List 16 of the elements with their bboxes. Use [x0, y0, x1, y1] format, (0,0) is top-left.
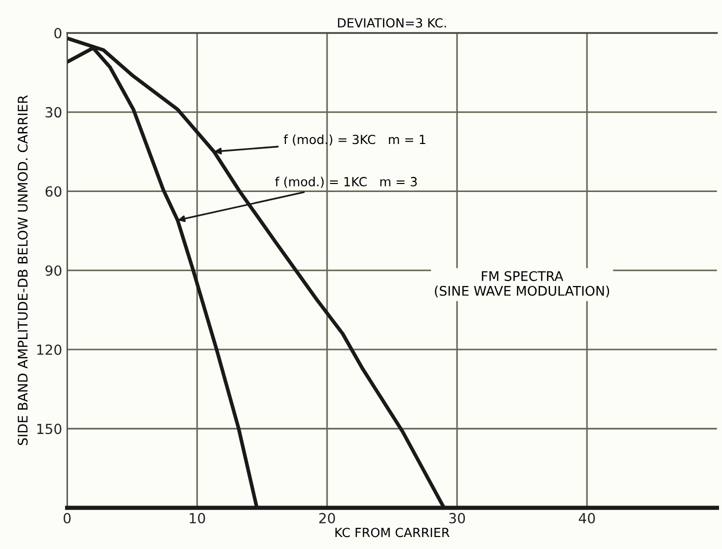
annotation: FM SPECTRA (SINE WAVE MODULATION) — [434, 271, 610, 298]
y-tick-label: 90 — [45, 265, 62, 276]
x-axis-title: KC FROM CARRIER — [335, 528, 450, 538]
annotation: f (mod.) = 1KC m = 3 — [275, 176, 417, 188]
y-tick-label: 0 — [54, 28, 62, 38]
y-tick-label: 150 — [37, 424, 62, 434]
x-tick-label: 30 — [449, 512, 465, 524]
y-tick-label: 60 — [46, 186, 62, 197]
chart-title: DEVIATION=3 KC. — [338, 18, 446, 28]
x-tick-label: 40 — [578, 512, 595, 524]
x-tick-label: 10 — [190, 512, 206, 524]
y-tick-label: 120 — [37, 344, 62, 356]
x-tick-label: 20 — [319, 512, 335, 524]
x-tick-label: 0 — [64, 512, 71, 524]
y-tick-label: 30 — [46, 107, 62, 118]
y-axis-title: SIDE BAND AMPLITUDE-DB BELOW UNMOD. CARRIER — [18, 95, 28, 445]
